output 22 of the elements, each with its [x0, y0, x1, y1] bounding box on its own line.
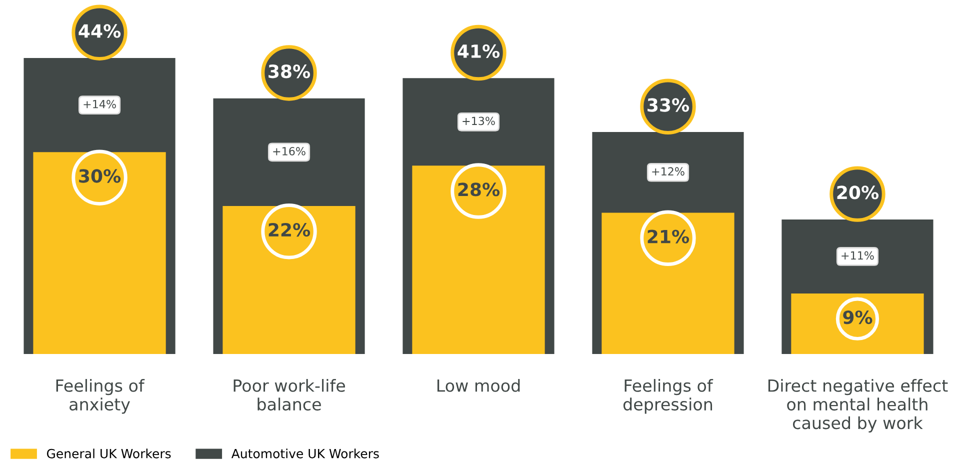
data-label: 28% [458, 182, 500, 196]
x-tick-label: Poor work-life balance [234, 379, 345, 411]
data-label: 21% [648, 230, 690, 244]
annotation: +11% [842, 251, 874, 260]
data-label: 41% [458, 44, 500, 58]
data-label: 33% [648, 98, 690, 112]
data-label: 9% [843, 310, 872, 324]
x-tick-label: Direct negative effect on mental health caused by work [768, 379, 948, 432]
data-label: 20% [837, 186, 879, 200]
legend-label: General UK Workers [46, 448, 171, 458]
x-tick-label: Feelings of depression [623, 379, 714, 414]
data-label: 30% [79, 169, 121, 183]
data-label: 38% [268, 64, 310, 78]
annotation: +12% [652, 167, 684, 176]
x-tick-label: Feelings of anxiety [56, 379, 145, 414]
x-tick-label: Low mood [437, 379, 520, 392]
legend-label: Automotive UK Workers [231, 448, 379, 458]
annotation: +14% [84, 100, 116, 108]
annotation: +13% [462, 116, 495, 126]
data-label: 22% [268, 222, 310, 237]
annotation: +16% [273, 147, 306, 156]
data-label: 44% [78, 24, 121, 38]
